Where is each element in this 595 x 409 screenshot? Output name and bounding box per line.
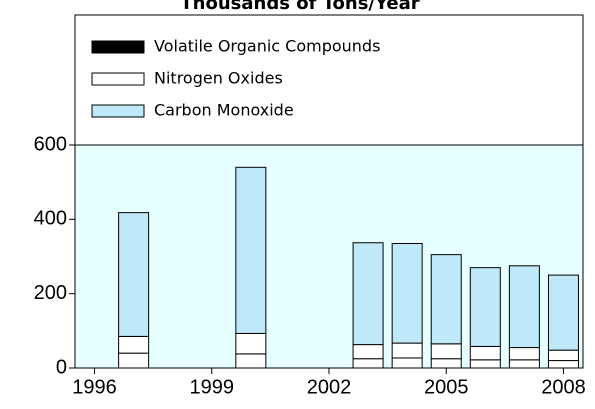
bar-segment [235,332,267,355]
bar-segment [235,353,267,369]
legend-label: Nitrogen Oxides [154,69,283,88]
y-tick-label: 200 [34,282,67,304]
x-tick-label: 2005 [424,376,469,398]
bar-segment [391,357,423,369]
bar-segment [469,345,501,361]
legend-label: Carbon Monoxide [154,101,294,120]
legend-box [74,14,584,146]
bar-segment [391,342,423,359]
bar-segment [469,359,501,369]
legend-label: Volatile Organic Compounds [154,37,380,56]
x-tick-label: 1999 [190,376,235,398]
x-tick-label: 1996 [72,376,117,398]
bar-segment [508,347,540,361]
bar-segment [430,343,462,360]
bar-segment [352,242,384,346]
legend-swatch [91,72,145,86]
bar-segment [547,274,579,351]
chart-title: Thousands of Tons/Year [180,0,419,14]
bar-segment [352,344,384,360]
bar-segment [118,212,150,337]
bar-segment [430,358,462,369]
bar-segment [508,359,540,369]
bar-segment [235,166,267,334]
x-tick-label: 2002 [307,376,352,398]
bar-segment [547,349,579,362]
legend-swatch [91,40,145,54]
bar-segment [508,265,540,349]
legend-swatch [91,104,145,118]
y-tick-label: 400 [34,208,67,230]
bar-segment [118,352,150,369]
plot-area [74,144,584,369]
bar-segment [469,267,501,347]
bar-segment [118,335,150,354]
y-tick-label: 600 [34,133,67,155]
bar-segment [430,254,462,345]
x-tick-label: 2008 [541,376,586,398]
bar-segment [391,242,423,344]
y-tick-label: 0 [56,356,67,378]
bar-segment [352,358,384,369]
bar-segment [547,360,579,369]
